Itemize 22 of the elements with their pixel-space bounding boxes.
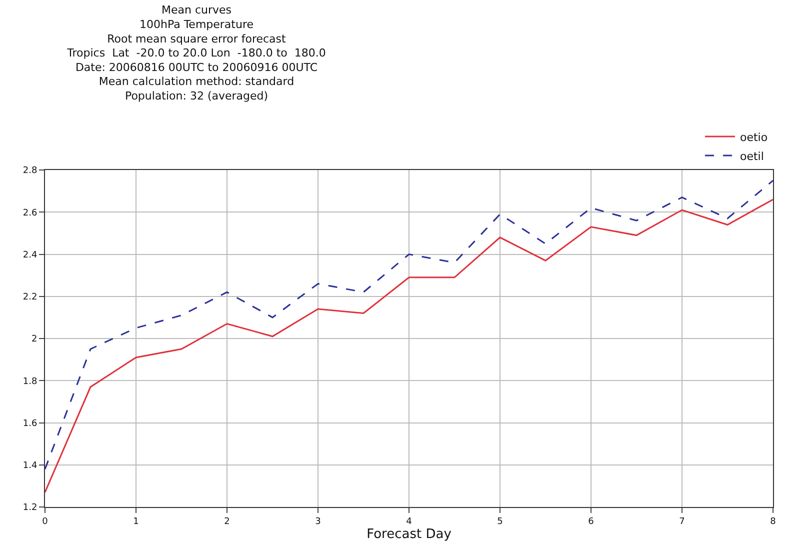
chart-title: Mean curves 100hPa Temperature Root mean square error forecast Tropics Lat -20.0 to 20.0 Lon -180.0 to 180.0 Date: 20060816 00UTC to 20060916 00UTC Mean calculation method: standard Population: 32 (averaged) [66,4,326,102]
x-tick-label: 6 [588,516,594,527]
x-tick-label: 3 [315,516,321,527]
x-tick-label: 2 [224,516,230,527]
x-tick-label: 5 [497,516,503,527]
x-tick-label: 4 [406,516,412,527]
y-tick-label: 1.4 [22,461,38,472]
x-tick-label: 8 [770,516,776,527]
legend-label: oetio [740,130,768,144]
x-tick-label: 0 [42,516,48,527]
y-tick-label: 1.6 [22,418,38,429]
y-tick-label: 1.2 [22,503,38,514]
legend-label: oetil [740,150,764,163]
y-tick-label: 2.6 [22,208,38,218]
y-tick-label: 2.4 [22,250,38,260]
x-tick-label: 1 [133,516,139,527]
x-tick-label: 7 [679,516,685,527]
y-tick-label: 1.8 [22,376,38,387]
y-tick-label: 2 [31,334,38,345]
y-tick-label: 2.8 [22,166,38,176]
x-axis-title: Forecast Day [366,526,452,542]
y-tick-label: 2.2 [22,292,38,303]
